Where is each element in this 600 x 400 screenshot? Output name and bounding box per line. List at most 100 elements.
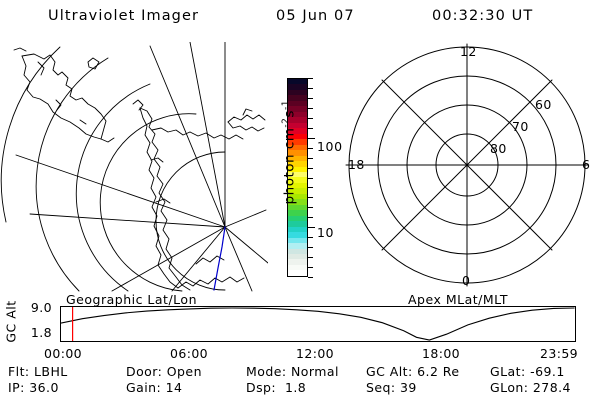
- mlat-label-80: 80: [490, 141, 507, 156]
- colorbar-band-19: [288, 182, 307, 189]
- observation-time: 00:32:30 UT: [432, 8, 534, 24]
- coastline-australia: [227, 108, 266, 132]
- status-gcalt-value: 6.2 Re: [417, 364, 460, 379]
- status-glat-value: -69.1: [530, 364, 565, 379]
- status-mode-label: Mode:: [246, 364, 287, 379]
- mlt-dial-panel: 12 18 6 0 60 70 80: [330, 42, 600, 292]
- status-gain-label: Gain:: [126, 380, 162, 395]
- geographic-map-svg: [0, 41, 269, 292]
- colorbar-tick-10: [308, 177, 313, 179]
- orbit-xtick-0: 00:00: [44, 346, 83, 361]
- status-door-value: Open: [166, 364, 202, 379]
- colorbar-band-2: [288, 89, 307, 96]
- colorbar-tick-7: [308, 147, 313, 149]
- orbit-ytick-max: 9.0: [30, 300, 52, 315]
- satellite-ground-track: [213, 226, 226, 291]
- status-gain: Gain: 14: [126, 380, 182, 395]
- colorbar-band-16: [288, 166, 307, 172]
- colorbar-ticks: [308, 78, 315, 278]
- colorbar-tick-18: [308, 257, 313, 259]
- colorbar-band-30: [288, 243, 307, 249]
- latitude-graticule: [0, 46, 226, 292]
- coastline-antarctica: [177, 131, 245, 289]
- colorbar-tick-5: [308, 127, 313, 129]
- mlat-label-60: 60: [535, 97, 552, 112]
- status-ip: IP: 36.0: [8, 380, 59, 395]
- colorbar-band-11: [288, 139, 307, 145]
- page-title: Ultraviolet Imager: [48, 8, 200, 24]
- orbit-y-axis-label: GC Alt: [3, 300, 19, 343]
- orbit-xtick-2: 12:00: [296, 346, 335, 361]
- colorbar-band-9: [288, 128, 307, 134]
- colorbar-tick-1: [308, 87, 313, 89]
- status-ip-value: 36.0: [29, 380, 59, 395]
- orbit-xtick-4: 23:59: [540, 346, 579, 361]
- colorbar-gradient: [287, 78, 308, 277]
- status-flt-label: Flt:: [8, 364, 30, 379]
- colorbar-band-31: [288, 248, 307, 254]
- colorbar-band-0: [288, 79, 307, 85]
- colorbar-tick-2: [308, 97, 313, 99]
- colorbar-panel: 100 10 photon cm-2s-1: [262, 48, 342, 298]
- colorbar-unit-exp-cm: -2: [280, 117, 291, 128]
- geographic-panel-caption: Geographic Lat/Lon: [66, 292, 197, 307]
- orbit-curve-svg: [61, 307, 575, 341]
- colorbar-band-15: [288, 161, 307, 167]
- colorbar-tick-19: [308, 267, 313, 269]
- colorbar-tick-15: [308, 227, 315, 229]
- colorbar-band-4: [288, 100, 307, 107]
- status-seq: Seq: 39: [366, 380, 417, 395]
- colorbar-band-6: [288, 111, 307, 118]
- colorbar-band-32: [288, 254, 307, 260]
- mlt-spoke-diag-b: [381, 79, 553, 251]
- geographic-map-panel: [0, 41, 269, 292]
- colorbar-band-1: [288, 84, 307, 90]
- colorbar-band-3: [288, 95, 307, 101]
- colorbar-band-29: [288, 237, 307, 244]
- status-glon-value: 278.4: [532, 380, 571, 395]
- mlt-dial-svg: [345, 43, 589, 287]
- colorbar-band-24: [288, 210, 307, 216]
- orbit-xtick-3: 18:00: [422, 346, 461, 361]
- status-ip-label: IP:: [8, 380, 25, 395]
- colorbar-band-22: [288, 199, 307, 205]
- status-door-label: Door:: [126, 364, 163, 379]
- colorbar-tick-8: [308, 157, 313, 159]
- colorbar-tick-9: [308, 167, 313, 169]
- mlat-label-70: 70: [512, 119, 529, 134]
- colorbar-tick-20: [308, 277, 313, 278]
- colorbar-unit-photon: photon cm: [281, 127, 298, 205]
- colorbar-band-33: [288, 259, 307, 265]
- orbit-altitude-curve: [61, 307, 575, 341]
- orbit-xtick-1: 06:00: [170, 346, 209, 361]
- mlt-label-6: 6: [582, 157, 591, 172]
- colorbar-unit-exp-s: -1: [280, 100, 291, 111]
- colorbar-tick-label-10: 10: [317, 225, 335, 240]
- status-door: Door: Open: [126, 364, 202, 379]
- mlt-label-0: 0: [462, 273, 471, 288]
- colorbar-unit-s: s: [281, 110, 298, 118]
- status-dsp: Dsp: 1.8: [246, 380, 306, 395]
- colorbar-band-21: [288, 193, 307, 200]
- status-flt-value: LBHL: [34, 364, 68, 379]
- mlt-label-18: 18: [348, 157, 365, 172]
- colorbar-band-34: [288, 264, 307, 271]
- orbit-altitude-plot: GC Alt 9.0 1.8 Geographic Lat/Lon Apex M…: [0, 292, 600, 361]
- status-gain-value: 14: [165, 380, 183, 395]
- colorbar-band-12: [288, 144, 307, 151]
- status-gcalt-label: GC Alt:: [366, 364, 413, 379]
- colorbar-tick-14: [308, 217, 313, 219]
- mlt-panel-caption: Apex MLat/MLT: [408, 292, 509, 307]
- orbit-plot-box: [60, 306, 576, 342]
- status-mode-value: Normal: [290, 364, 339, 379]
- coastline-peninsula: [13, 47, 100, 70]
- status-footer: Flt: LBHL Door: Open Mode: Normal GC Alt…: [0, 364, 600, 400]
- colorbar-band-25: [288, 215, 307, 222]
- colorbar-band-35: [288, 270, 307, 276]
- status-seq-label: Seq:: [366, 380, 396, 395]
- colorbar-band-13: [288, 150, 307, 156]
- colorbar-band-10: [288, 133, 307, 140]
- status-glon: GLon: 278.4: [490, 380, 571, 395]
- colorbar-tick-11: [308, 187, 313, 189]
